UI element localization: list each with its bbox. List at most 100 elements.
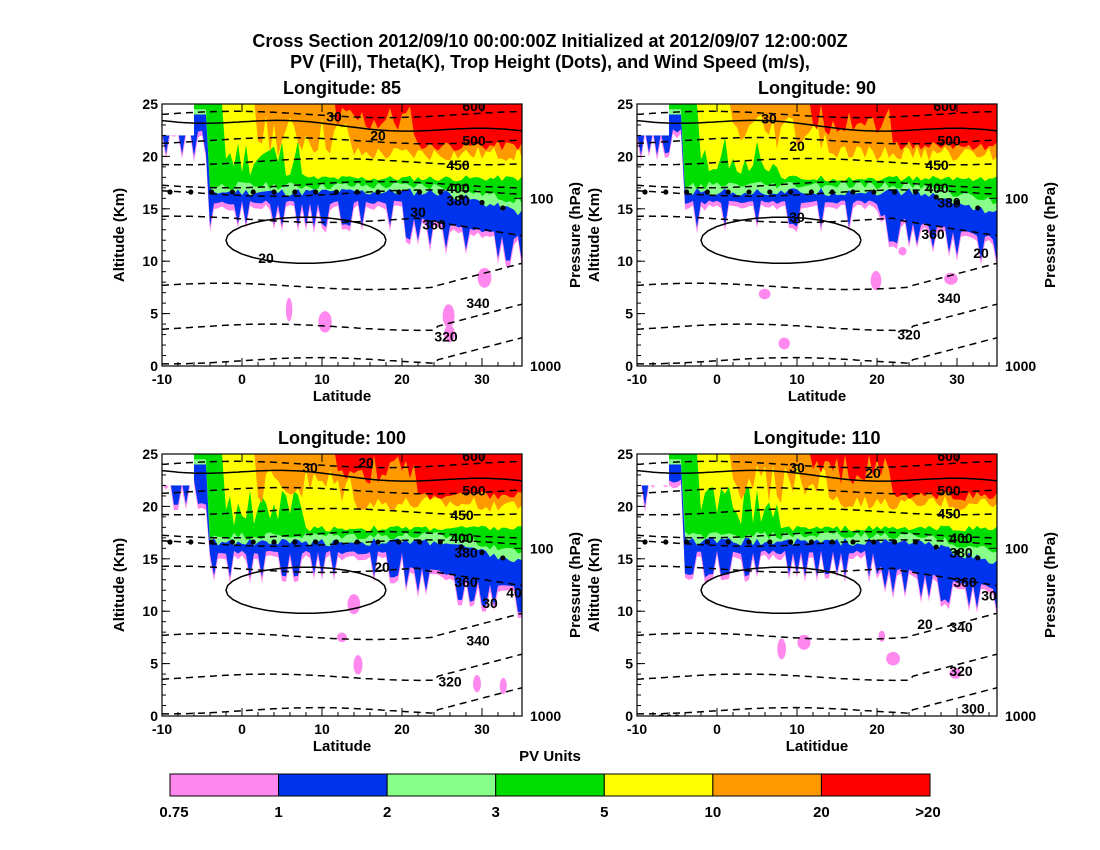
pressure-tick-label: 100 (530, 190, 554, 206)
y-tick-label: 20 (617, 148, 633, 164)
wind-contour (700, 216, 862, 264)
theta-contour (637, 110, 997, 119)
y-tick-label: 5 (625, 306, 633, 322)
theta-contour (637, 612, 997, 641)
theta-contour (162, 507, 522, 516)
colorbar-swatch (386, 773, 497, 797)
pv-blob (870, 270, 882, 291)
y-tick-label: 25 (617, 96, 633, 112)
trop-dot (954, 549, 960, 556)
trop-dot (684, 539, 690, 545)
pv-blob (353, 655, 363, 675)
x-tick-label: 10 (314, 721, 330, 737)
theta-contour (162, 565, 522, 587)
y-tick-label: 5 (150, 306, 158, 322)
pv-blob (797, 634, 811, 650)
pv-blob (777, 638, 786, 660)
trop-dot (788, 539, 794, 545)
wind-contour (162, 119, 522, 132)
theta-label: 500 (937, 483, 961, 499)
theta-contour (162, 336, 522, 365)
panel-title: Longitude: 85 (283, 78, 401, 98)
theta-label: 500 (462, 483, 486, 499)
trop-dot (271, 189, 277, 195)
theta-contour (162, 686, 522, 715)
x-tick-label: 30 (474, 371, 490, 387)
trop-dot (375, 189, 381, 195)
y-axis-label: Altitude (Km) (111, 538, 128, 632)
theta-label: 320 (897, 327, 921, 343)
y-axis-label: Altitude (Km) (586, 538, 603, 632)
theta-contour (162, 189, 522, 197)
y-tick-label: 0 (625, 708, 633, 724)
trop-dot (850, 189, 856, 195)
trop-dot (808, 189, 815, 195)
y-axis-label: Altitude (Km) (586, 188, 603, 282)
y-tick-label: 15 (617, 201, 633, 217)
wind-contour (225, 216, 387, 264)
trop-dot (333, 189, 339, 195)
trop-dot (229, 539, 235, 545)
wind-label: 40 (506, 584, 522, 600)
trop-dot (313, 189, 319, 195)
theta-label: 450 (925, 157, 949, 173)
panel-title: Longitude: 110 (753, 428, 880, 448)
wind-label: 20 (789, 138, 805, 154)
trop-dot (725, 189, 731, 195)
y-tick-label: 5 (150, 656, 158, 672)
trop-dot (642, 539, 648, 545)
colorbar-label: 3 (492, 804, 500, 821)
panel-title: Longitude: 100 (278, 428, 406, 448)
colorbar-swatch (603, 773, 714, 797)
theta-contour (162, 157, 522, 166)
theta-label: 340 (949, 619, 973, 635)
y-tick-label: 25 (142, 446, 158, 462)
wind-label: 20 (973, 245, 989, 261)
trop-dot (892, 539, 898, 545)
theta-label: 340 (466, 295, 490, 311)
pv-blob (886, 651, 900, 666)
pv-band-20 (810, 454, 997, 501)
x-tick-label: 30 (949, 721, 965, 737)
trop-dot (313, 539, 319, 545)
trop-dot (250, 189, 256, 195)
trop-dot (746, 189, 752, 195)
theta-contour (637, 262, 997, 291)
pv-blob (336, 632, 347, 643)
x-tick-label: 10 (789, 721, 805, 737)
trop-dot (458, 544, 464, 550)
trop-dot (704, 189, 711, 195)
theta-contour (162, 539, 522, 547)
y-tick-label: 15 (617, 551, 633, 567)
y-tick-label: 20 (142, 498, 158, 514)
wind-label: 20 (258, 250, 274, 266)
theta-label: 600 (462, 448, 486, 464)
trop-dot (167, 539, 173, 545)
trop-dot (892, 189, 898, 195)
trop-dot (417, 539, 423, 545)
theta-contour (637, 136, 997, 145)
theta-contour (162, 530, 522, 539)
colorbar-label: 0.75 (159, 804, 188, 821)
y-tick-label: 0 (625, 358, 633, 374)
x-tick-label: 0 (238, 371, 246, 387)
theta-contour (637, 686, 997, 715)
y-tick-label: 10 (142, 603, 158, 619)
theta-contour (162, 136, 522, 145)
pv-blob (444, 325, 455, 343)
pressure-tick-label: 100 (1005, 540, 1029, 556)
pv-blob (898, 247, 907, 256)
theta-contour (162, 612, 522, 641)
theta-contour (162, 180, 522, 189)
trop-dot (663, 189, 669, 195)
theta-label: 400 (446, 180, 470, 196)
theta-label: 360 (953, 574, 977, 590)
trop-dot (642, 189, 648, 195)
theta-label: 600 (462, 98, 486, 114)
colorbar-swatch (820, 773, 931, 797)
